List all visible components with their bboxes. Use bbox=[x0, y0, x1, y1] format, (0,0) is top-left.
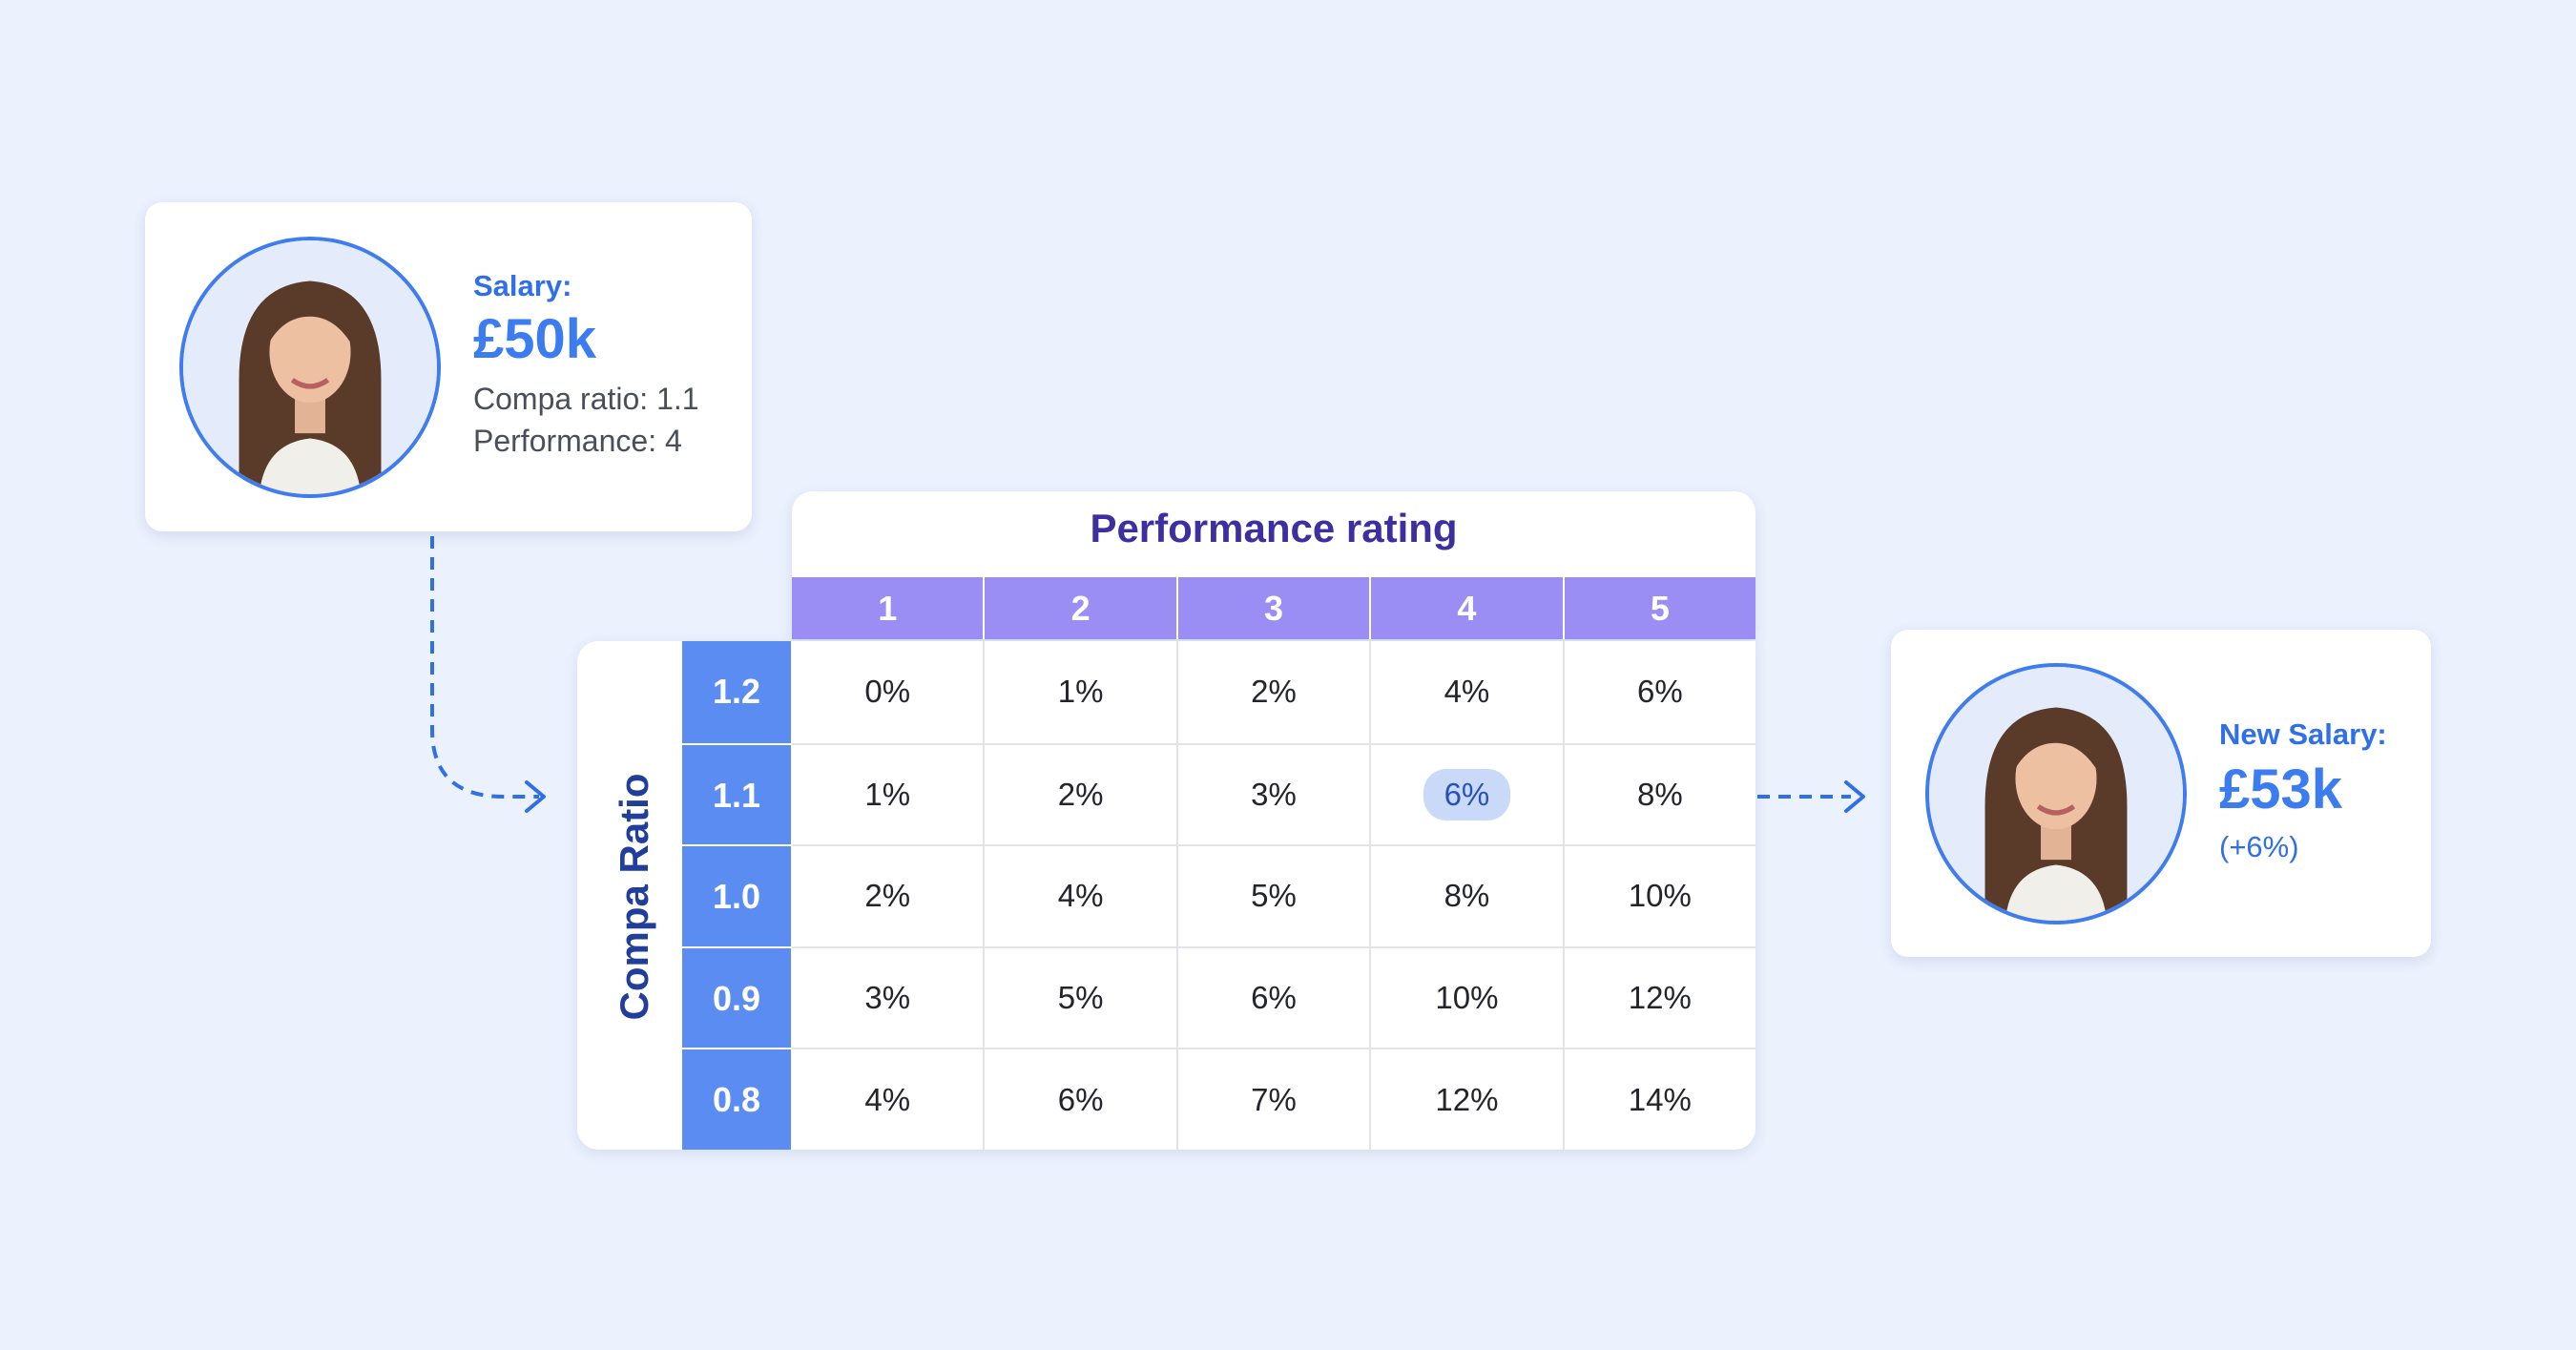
matrix-cell: 6% bbox=[1175, 947, 1369, 1049]
new-salary-label: New Salary: bbox=[2219, 717, 2387, 751]
matrix-cell: 5% bbox=[1175, 846, 1369, 946]
compa-ratio-header-1.2: 1.2 bbox=[712, 672, 761, 711]
performance-header-3: 3 bbox=[1175, 577, 1369, 639]
avatar bbox=[179, 237, 441, 498]
performance-header-1: 1 bbox=[878, 589, 898, 628]
matrix-cell-value: 2% bbox=[1057, 776, 1104, 812]
compa-ratio-header-1.0: 1.0 bbox=[682, 844, 791, 946]
matrix-cell: 3% bbox=[792, 948, 983, 1049]
matrix-cell: 1% bbox=[792, 745, 983, 845]
matrix-cell-value: 6% bbox=[1057, 1081, 1104, 1117]
matrix-cell: 8% bbox=[1562, 744, 1755, 845]
highlighted-increase-badge: 6% bbox=[1423, 768, 1511, 820]
matrix-cell-value: 7% bbox=[1251, 1081, 1297, 1117]
compa-ratio-header-0.8: 0.8 bbox=[682, 1048, 791, 1150]
matrix-cell: 2% bbox=[792, 846, 983, 946]
performance-header-5: 5 bbox=[1562, 577, 1755, 639]
new-salary-value: £53k bbox=[2219, 758, 2343, 820]
matrix-row: 0% 1% 2% 4% 6% bbox=[792, 641, 1755, 743]
performance-header-4: 4 bbox=[1369, 577, 1562, 639]
matrix-cell-value: 3% bbox=[864, 980, 911, 1016]
compa-ratio-header-0.9: 0.9 bbox=[682, 945, 791, 1049]
matrix-cell-value: 6% bbox=[1636, 674, 1683, 710]
matrix-cell: 2% bbox=[983, 744, 1175, 845]
matrix-cell-value: 12% bbox=[1628, 980, 1692, 1016]
compa-ratio-axis: Compa Ratio bbox=[601, 649, 668, 1145]
arrow-to-matrix-head bbox=[525, 780, 546, 813]
matrix-cell-value: 10% bbox=[1628, 878, 1692, 914]
matrix-row: 1% 2% 3% 6% 8% bbox=[792, 742, 1755, 845]
matrix-cell-value: 12% bbox=[1435, 1081, 1499, 1117]
person-portrait-icon bbox=[183, 240, 437, 494]
matrix-cell: 1% bbox=[983, 641, 1175, 743]
matrix-cell: 4% bbox=[1369, 641, 1562, 743]
matrix-cell: 3% bbox=[1175, 744, 1369, 845]
compa-ratio-title: Compa Ratio bbox=[612, 773, 656, 1021]
matrix-cell-value: 1% bbox=[1057, 674, 1104, 710]
matrix-cell-value: 2% bbox=[864, 878, 911, 914]
matrix-cell-highlighted: 6% bbox=[1369, 744, 1562, 845]
matrix-cell: 10% bbox=[1369, 947, 1562, 1049]
matrix-cell-value: 0% bbox=[864, 674, 911, 710]
matrix-cell-value: 1% bbox=[864, 776, 911, 812]
arrow-to-matrix bbox=[430, 536, 539, 799]
matrix-cell-value: 10% bbox=[1435, 980, 1499, 1016]
matrix-cell-value: 4% bbox=[864, 1081, 911, 1117]
matrix-cell: 4% bbox=[983, 846, 1175, 946]
matrix-cell: 7% bbox=[1175, 1049, 1369, 1150]
salary-value: £50k bbox=[473, 308, 597, 370]
compa-ratio-header-1.1: 1.1 bbox=[682, 742, 791, 845]
matrix-cell-value: 4% bbox=[1444, 674, 1490, 710]
matrix-row: 4% 6% 7% 12% 14% bbox=[792, 1048, 1755, 1150]
person-portrait-icon bbox=[1929, 667, 2183, 921]
employee-card-new: New Salary: £53k (+6%) bbox=[1891, 630, 2431, 957]
performance-text: Performance: 4 bbox=[473, 424, 682, 458]
matrix-cell-value: 8% bbox=[1636, 776, 1683, 812]
employee-card-current: Salary: £50k Compa ratio: 1.1 Performanc… bbox=[145, 202, 752, 531]
performance-header-2: 2 bbox=[983, 577, 1175, 639]
matrix-cell: 10% bbox=[1562, 846, 1755, 946]
matrix-cell: 12% bbox=[1369, 1049, 1562, 1150]
compa-ratio-row-headers: 1.2 1.1 1.0 0.9 0.8 bbox=[682, 641, 791, 1150]
matrix-cell-value: 2% bbox=[1251, 674, 1297, 710]
matrix-cell-value: 5% bbox=[1251, 878, 1297, 914]
matrix-cell-value: 14% bbox=[1628, 1081, 1692, 1117]
arrow-to-result-head bbox=[1844, 780, 1865, 813]
avatar bbox=[1925, 663, 2187, 924]
salary-change-text: (+6%) bbox=[2219, 830, 2299, 863]
matrix-cell-value: 6% bbox=[1251, 980, 1297, 1016]
matrix-cell-value: 5% bbox=[1057, 980, 1104, 1016]
matrix-cell-value: 4% bbox=[1057, 878, 1104, 914]
compa-ratio-text: Compa ratio: 1.1 bbox=[473, 382, 699, 416]
matrix-cell: 8% bbox=[1369, 846, 1562, 946]
matrix-cell-value: 8% bbox=[1444, 878, 1490, 914]
matrix-cell: 0% bbox=[792, 641, 983, 743]
matrix-cell: 4% bbox=[792, 1049, 983, 1150]
matrix-cell: 5% bbox=[983, 947, 1175, 1049]
matrix-cell: 6% bbox=[1562, 641, 1755, 743]
performance-rating-title: Performance rating bbox=[1090, 506, 1458, 550]
matrix-row: 2% 4% 5% 8% 10% bbox=[792, 844, 1755, 946]
salary-label: Salary: bbox=[473, 269, 572, 302]
matrix-cell: 12% bbox=[1562, 947, 1755, 1049]
matrix-cell: 2% bbox=[1175, 641, 1369, 743]
merit-matrix-grid: 0% 1% 2% 4% 6% 1% 2% 3% 6% 8% 2% 4% 5% 8% 10% 3% 5% 6% 10%… bbox=[792, 641, 1755, 1150]
matrix-cell: 14% bbox=[1562, 1049, 1755, 1150]
matrix-cell-value: 3% bbox=[1251, 776, 1297, 812]
matrix-cell: 6% bbox=[983, 1049, 1175, 1150]
matrix-row: 3% 5% 6% 10% 12% bbox=[792, 945, 1755, 1049]
